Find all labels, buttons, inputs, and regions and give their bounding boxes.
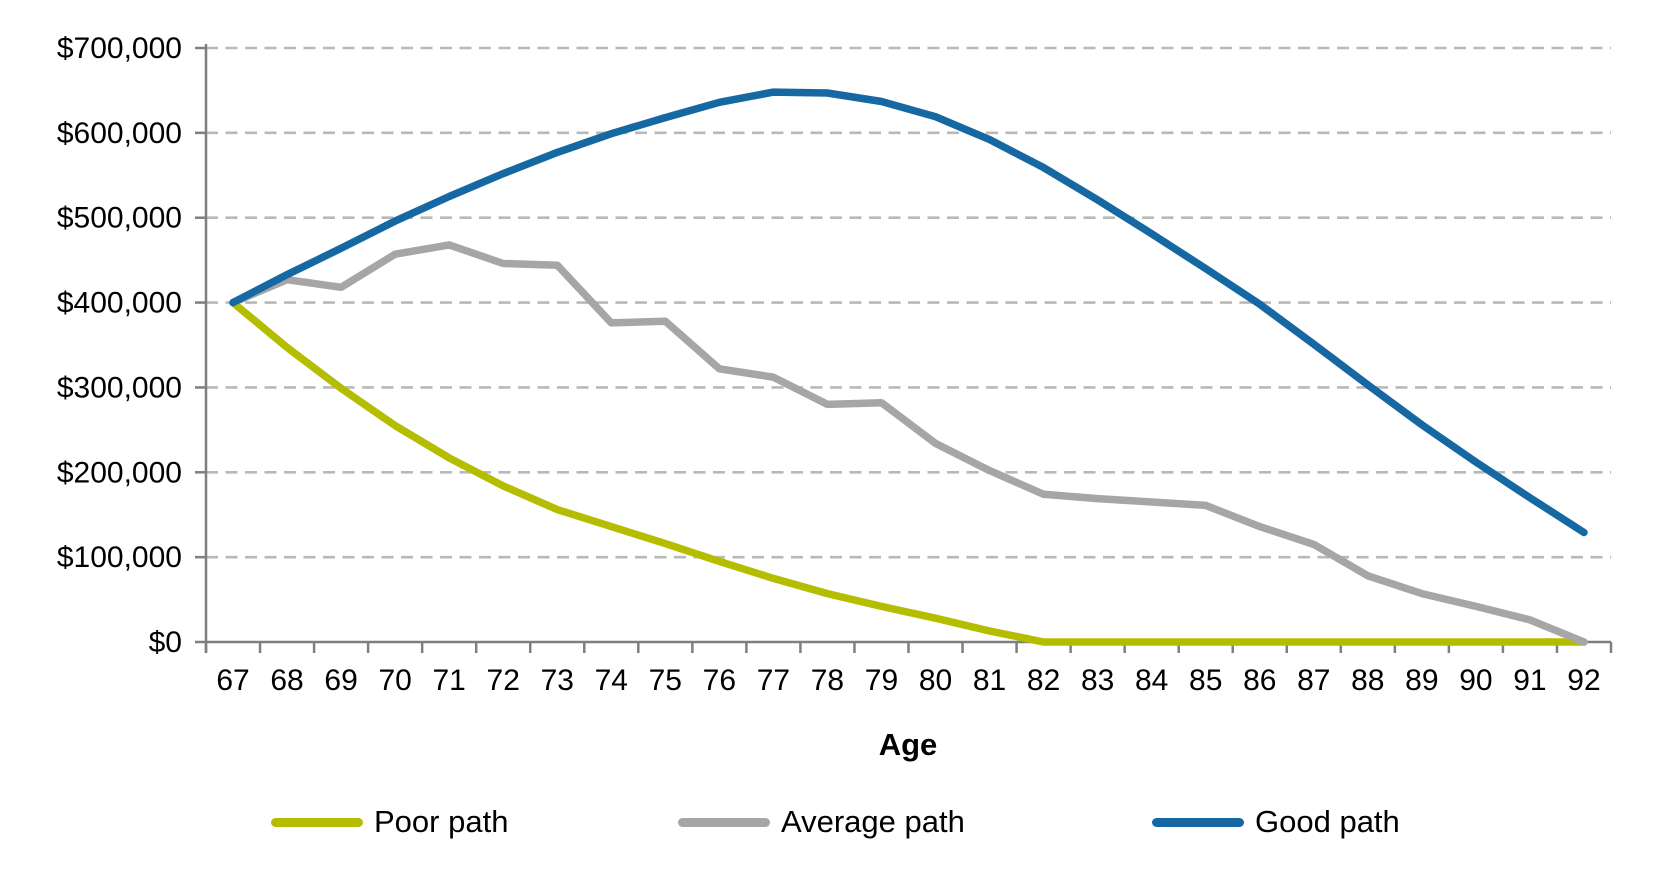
svg-text:87: 87	[1297, 664, 1330, 697]
svg-text:83: 83	[1081, 664, 1114, 697]
svg-text:81: 81	[973, 664, 1006, 697]
legend-item-average-path: Average path	[678, 802, 965, 842]
svg-text:$0: $0	[149, 626, 182, 659]
svg-text:85: 85	[1189, 664, 1222, 697]
legend-label: Average path	[781, 804, 965, 839]
svg-text:86: 86	[1243, 664, 1276, 697]
svg-text:69: 69	[324, 664, 357, 697]
svg-text:84: 84	[1135, 664, 1168, 697]
svg-text:75: 75	[649, 664, 682, 697]
svg-text:78: 78	[811, 664, 844, 697]
svg-text:74: 74	[595, 664, 628, 697]
svg-text:67: 67	[216, 664, 249, 697]
svg-text:68: 68	[270, 664, 303, 697]
svg-text:90: 90	[1459, 664, 1492, 697]
svg-text:77: 77	[757, 664, 790, 697]
good-path-swatch-icon	[1152, 817, 1244, 827]
svg-text:76: 76	[703, 664, 736, 697]
svg-text:80: 80	[919, 664, 952, 697]
svg-text:$300,000: $300,000	[57, 371, 182, 404]
chart-legend: Poor path Average path Good path	[0, 802, 1661, 848]
data-series	[229, 88, 1588, 646]
svg-text:$100,000: $100,000	[57, 541, 182, 574]
average-path-swatch-icon	[678, 817, 770, 827]
axis-tick-labels: $0 $100,000 $200,000 $300,000 $400,000 $500,0…	[57, 32, 1601, 697]
svg-text:91: 91	[1513, 664, 1546, 697]
svg-text:$500,000: $500,000	[57, 202, 182, 235]
svg-text:71: 71	[432, 664, 465, 697]
x-axis-title: Age	[879, 727, 938, 762]
svg-text:$200,000: $200,000	[57, 456, 182, 489]
svg-text:$400,000: $400,000	[57, 287, 182, 320]
legend-item-good-path: Good path	[1152, 802, 1400, 842]
svg-text:$600,000: $600,000	[57, 117, 182, 150]
legend-item-poor-path: Poor path	[271, 802, 508, 842]
svg-text:89: 89	[1405, 664, 1438, 697]
poor-path-swatch-icon	[271, 817, 363, 827]
gridlines	[206, 46, 1611, 559]
legend-label: Poor path	[374, 804, 509, 839]
svg-text:88: 88	[1351, 664, 1384, 697]
axes	[195, 44, 1613, 653]
svg-text:92: 92	[1567, 664, 1600, 697]
legend-label: Good path	[1255, 804, 1400, 839]
svg-text:70: 70	[378, 664, 411, 697]
line-chart-canvas: $0 $100,000 $200,000 $300,000 $400,000 $500,0…	[57, 32, 1613, 762]
svg-text:82: 82	[1027, 664, 1060, 697]
svg-text:79: 79	[865, 664, 898, 697]
svg-text:72: 72	[487, 664, 520, 697]
svg-text:$700,000: $700,000	[57, 32, 182, 65]
svg-text:73: 73	[541, 664, 574, 697]
